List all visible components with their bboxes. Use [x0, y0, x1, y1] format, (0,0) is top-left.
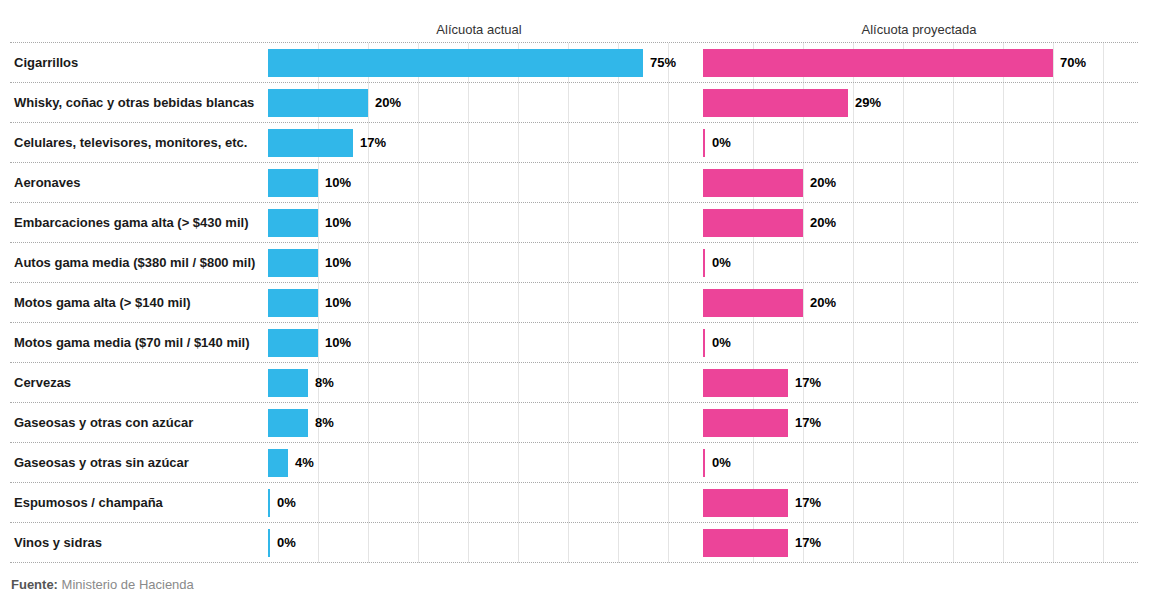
- table-row: Autos gama media ($380 mil / $800 mil) 10…: [10, 243, 1138, 283]
- row-label: Motos gama media ($70 mil / $140 mil): [14, 323, 250, 362]
- table-row: Celulares, televisores, monitores, etc. 1…: [10, 123, 1138, 163]
- bar-value-actual: 0%: [277, 483, 296, 522]
- table-row: Gaseosas y otras con azúcar 8% 17%: [10, 403, 1138, 443]
- tax-rate-comparison-chart: Alícuota actual Alícuota proyectada Ciga…: [0, 0, 1158, 608]
- bar-actual: [268, 249, 318, 277]
- bar-value-actual: 8%: [315, 363, 334, 402]
- bar-value-proyectada: 20%: [810, 203, 836, 242]
- bar-value-proyectada: 0%: [712, 443, 731, 482]
- bar-value-actual: 17%: [360, 123, 386, 162]
- table-row: Vinos y sidras 0% 17%: [10, 523, 1138, 563]
- bar-value-actual: 75%: [650, 43, 676, 82]
- bar-actual: [268, 129, 353, 157]
- bar-actual: [268, 449, 288, 477]
- bar-value-actual: 10%: [325, 323, 351, 362]
- bar-actual: [268, 489, 270, 517]
- bar-proyectada: [703, 89, 848, 117]
- table-row: Cigarrillos 75% 70%: [10, 43, 1138, 83]
- row-label: Cervezas: [14, 363, 71, 402]
- bar-actual: [268, 329, 318, 357]
- table-row: Gaseosas y otras sin azúcar 4% 0%: [10, 443, 1138, 483]
- bar-value-actual: 8%: [315, 403, 334, 442]
- bar-value-proyectada: 17%: [795, 483, 821, 522]
- bar-proyectada: [703, 449, 705, 477]
- row-label: Autos gama media ($380 mil / $800 mil): [14, 243, 255, 282]
- bar-value-actual: 10%: [325, 203, 351, 242]
- row-label: Gaseosas y otras sin azúcar: [14, 443, 189, 482]
- bar-actual: [268, 169, 318, 197]
- bar-proyectada: [703, 409, 788, 437]
- bar-actual: [268, 409, 308, 437]
- bar-value-proyectada: 20%: [810, 283, 836, 322]
- column-title-actual: Alícuota actual: [268, 22, 690, 38]
- chart-header: Alícuota actual Alícuota proyectada: [0, 0, 1158, 42]
- bar-value-actual: 10%: [325, 163, 351, 202]
- row-label: Cigarrillos: [14, 43, 78, 82]
- bar-proyectada: [703, 329, 705, 357]
- bar-proyectada: [703, 369, 788, 397]
- bar-proyectada: [703, 489, 788, 517]
- table-row: Espumosos / champaña 0% 17%: [10, 483, 1138, 523]
- row-label: Gaseosas y otras con azúcar: [14, 403, 193, 442]
- bar-proyectada: [703, 249, 705, 277]
- bar-value-proyectada: 17%: [795, 403, 821, 442]
- bar-proyectada: [703, 169, 803, 197]
- bar-value-proyectada: 17%: [795, 523, 821, 562]
- row-label: Vinos y sidras: [14, 523, 102, 562]
- table-row: Cervezas 8% 17%: [10, 363, 1138, 403]
- bar-value-actual: 4%: [295, 443, 314, 482]
- row-label: Motos gama alta (> $140 mil): [14, 283, 191, 322]
- bar-actual: [268, 529, 270, 557]
- row-label: Whisky, coñac y otras bebidas blancas: [14, 83, 254, 122]
- bar-actual: [268, 89, 368, 117]
- bar-value-actual: 0%: [277, 523, 296, 562]
- table-row: Aeronaves 10% 20%: [10, 163, 1138, 203]
- source-text: Ministerio de Hacienda: [62, 577, 194, 592]
- bar-value-proyectada: 0%: [712, 243, 731, 282]
- bar-actual: [268, 209, 318, 237]
- bar-value-actual: 20%: [375, 83, 401, 122]
- bar-proyectada: [703, 129, 705, 157]
- bar-value-proyectada: 0%: [712, 123, 731, 162]
- row-label: Celulares, televisores, monitores, etc.: [14, 123, 247, 162]
- bar-value-proyectada: 70%: [1060, 43, 1086, 82]
- bar-value-proyectada: 29%: [855, 83, 881, 122]
- bar-proyectada: [703, 209, 803, 237]
- table-row: Embarcaciones gama alta (> $430 mil) 10% 2…: [10, 203, 1138, 243]
- table-row: Whisky, coñac y otras bebidas blancas 20%…: [10, 83, 1138, 123]
- bar-actual: [268, 289, 318, 317]
- bar-actual: [268, 369, 308, 397]
- bar-value-proyectada: 20%: [810, 163, 836, 202]
- bar-actual: [268, 49, 643, 77]
- row-label: Embarcaciones gama alta (> $430 mil): [14, 203, 248, 242]
- bar-value-proyectada: 0%: [712, 323, 731, 362]
- row-label: Espumosos / champaña: [14, 483, 163, 522]
- column-title-proyectada: Alícuota proyectada: [703, 22, 1135, 38]
- bar-proyectada: [703, 49, 1053, 77]
- row-label: Aeronaves: [14, 163, 80, 202]
- bar-proyectada: [703, 529, 788, 557]
- source-label: Fuente:: [11, 577, 58, 592]
- bar-value-actual: 10%: [325, 283, 351, 322]
- bar-proyectada: [703, 289, 803, 317]
- chart-rows: Cigarrillos75%70%Whisky, coñac y otras b…: [10, 42, 1138, 563]
- table-row: Motos gama alta (> $140 mil) 10% 20%: [10, 283, 1138, 323]
- bar-value-proyectada: 17%: [795, 363, 821, 402]
- bar-value-actual: 10%: [325, 243, 351, 282]
- table-row: Motos gama media ($70 mil / $140 mil) 10%…: [10, 323, 1138, 363]
- source-note: Fuente: Ministerio de Hacienda: [11, 577, 194, 593]
